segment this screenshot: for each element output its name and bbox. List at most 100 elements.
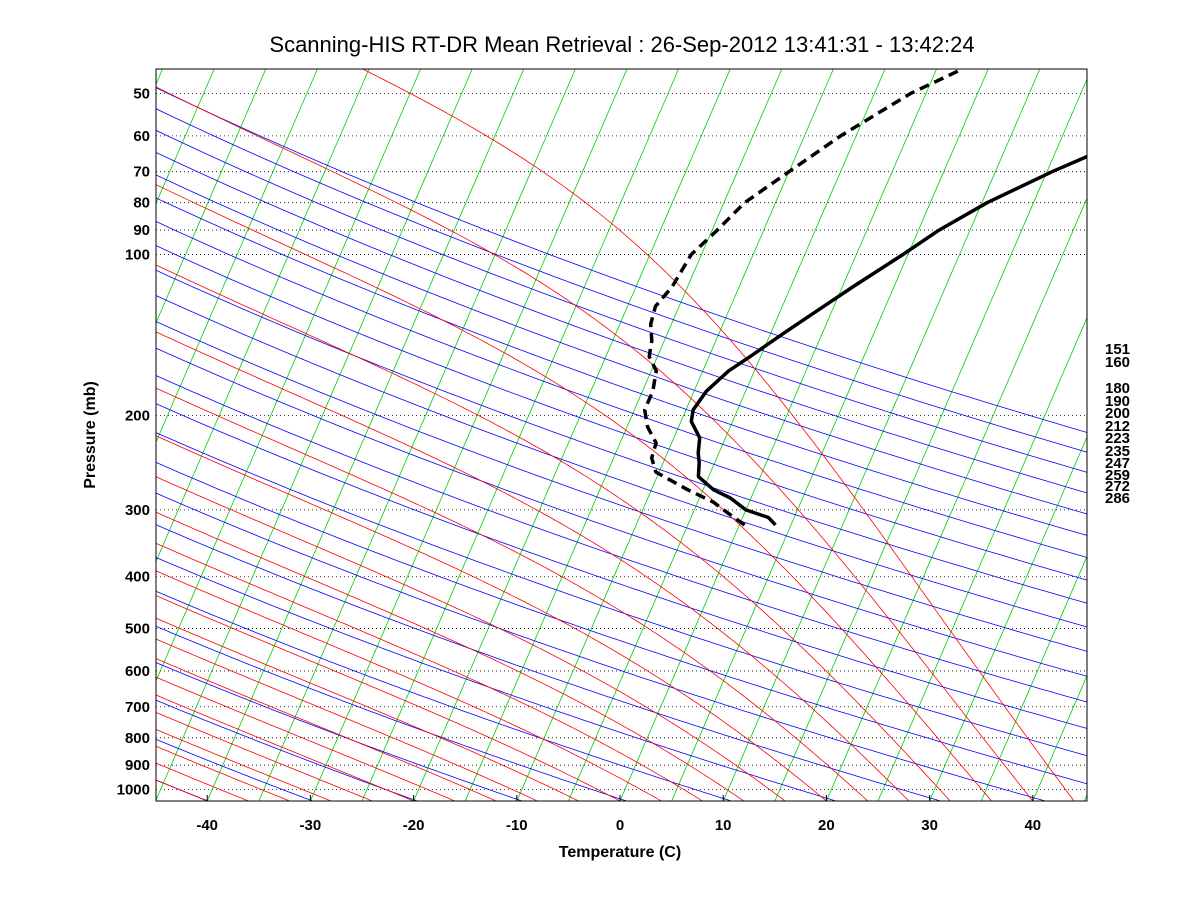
y-tick-label: 90 [133, 222, 150, 239]
height-label: 151 [1105, 341, 1130, 358]
moist-adiabat [156, 694, 414, 801]
dry-adiabat [156, 556, 837, 801]
y-tick-label: 600 [125, 663, 150, 680]
height-label: 223 [1105, 430, 1130, 447]
isotherm [206, 69, 525, 801]
x-tick-label: -40 [196, 817, 218, 834]
height-label: 235 [1105, 443, 1130, 460]
x-tick-label: 40 [1024, 817, 1041, 834]
y-tick-label: 50 [133, 86, 150, 103]
dry-adiabat [156, 245, 1087, 581]
y-tick-label: 800 [125, 730, 150, 747]
y-tick-label: 1000 [117, 782, 150, 799]
moist-adiabat [156, 658, 497, 801]
height-label: 200 [1105, 405, 1130, 422]
height-label: 272 [1105, 478, 1130, 495]
dry-adiabat [156, 492, 1046, 801]
height-label: 247 [1105, 455, 1130, 472]
isotherm [826, 197, 1087, 801]
dry-adiabat [156, 375, 1087, 703]
moist-adiabat [156, 511, 745, 801]
x-tick-label: 10 [715, 817, 732, 834]
isotherm [774, 78, 1087, 801]
dry-adiabat [156, 590, 732, 801]
dry-adiabat [156, 461, 1087, 785]
y-tick-label: 60 [133, 128, 150, 145]
dry-adiabat [156, 403, 1087, 729]
isotherm [310, 69, 628, 801]
dry-adiabat [156, 108, 1087, 453]
y-tick-label: 900 [125, 757, 150, 774]
x-axis-label: Temperature (C) [559, 844, 681, 861]
moist-adiabat-lines [156, 69, 1075, 801]
moist-adiabat [156, 476, 786, 801]
x-tick-label: 0 [616, 817, 624, 834]
isotherm [361, 69, 679, 801]
dry-adiabat [156, 174, 1087, 515]
dry-adiabat [156, 625, 627, 801]
dry-adiabat [156, 295, 1087, 628]
moist-adiabat [156, 711, 373, 801]
y-tick-label: 500 [125, 621, 150, 638]
isotherm [722, 69, 1041, 801]
dry-adiabat [156, 738, 313, 801]
moist-adiabat [156, 570, 662, 801]
isotherm [671, 69, 989, 801]
x-tick-label: -20 [403, 817, 425, 834]
dry-adiabat [156, 662, 523, 801]
isotherm [156, 69, 421, 682]
height-label: 180 [1105, 380, 1130, 397]
dry-adiabat [156, 269, 1087, 604]
height-label: 286 [1105, 490, 1130, 507]
x-tick-label: 30 [921, 817, 938, 834]
dry-adiabat [156, 152, 1087, 494]
height-label: 212 [1105, 418, 1130, 435]
y-tick-label: 70 [133, 164, 150, 181]
dry-adiabat [156, 432, 1087, 757]
y-tick-labels: 50 60 70 80 90 100 200 300 400 500 600 700 800 900 100… [117, 86, 150, 799]
dewpoint-profile [642, 69, 964, 527]
moist-adiabat [156, 676, 456, 801]
y-tick-label: 400 [125, 569, 150, 586]
x-tick-label: -30 [300, 817, 322, 834]
isotherm [413, 69, 731, 801]
y-tick-label: 100 [125, 247, 150, 264]
dry-adiabat [156, 197, 1087, 536]
moist-adiabat [361, 69, 1075, 801]
x-tick-label: 20 [818, 817, 835, 834]
y-axis-label: Pressure (mb) [82, 381, 99, 489]
y-tick-label: 700 [125, 699, 150, 716]
dry-adiabat [156, 221, 1087, 558]
dry-adiabat [156, 347, 1087, 677]
chart-title: Scanning-HIS RT-DR Mean Retrieval : 26-S… [269, 32, 974, 57]
temperature-profile [689, 154, 1087, 527]
isotherm [877, 316, 1087, 801]
moist-adiabat [156, 387, 868, 801]
isotherm [1032, 674, 1087, 801]
dry-adiabat [156, 87, 1087, 433]
moist-adiabat [156, 264, 951, 801]
isotherm [258, 69, 576, 801]
y-tick-label: 200 [125, 408, 150, 425]
height-label: 190 [1105, 393, 1130, 410]
isotherm [156, 69, 473, 801]
moist-adiabat [156, 745, 290, 801]
dry-adiabat [156, 699, 418, 801]
moist-adiabat [156, 595, 621, 801]
isotherm [516, 69, 834, 801]
isotherm [980, 555, 1087, 801]
dry-adiabat [156, 321, 1087, 652]
x-tick-label: -10 [506, 817, 528, 834]
moist-adiabat [156, 331, 910, 801]
profile-lines [642, 69, 1087, 527]
y-tick-label: 300 [125, 502, 150, 519]
height-label: 160 [1105, 354, 1130, 371]
moist-adiabat [156, 184, 992, 801]
moist-adiabat [156, 86, 1034, 801]
isotherm [156, 69, 370, 563]
x-tick-labels: -40 -30 -20 -10 0 10 20 30 40 [196, 795, 1041, 834]
moist-adiabat [156, 542, 703, 801]
isotherm [156, 69, 318, 444]
